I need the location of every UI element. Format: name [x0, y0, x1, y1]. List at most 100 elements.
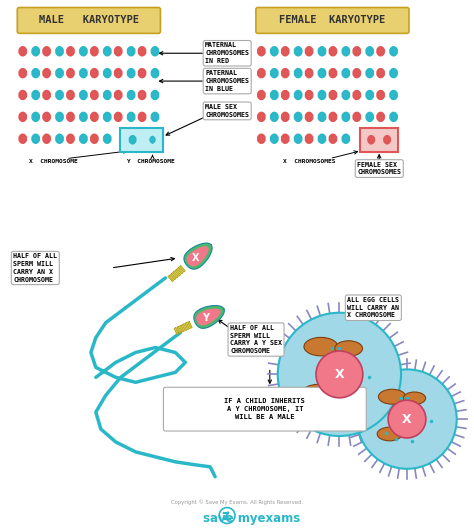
Ellipse shape	[18, 51, 24, 56]
Ellipse shape	[140, 50, 144, 53]
Ellipse shape	[137, 117, 143, 122]
Ellipse shape	[389, 90, 394, 95]
Ellipse shape	[308, 138, 313, 144]
Ellipse shape	[55, 134, 60, 139]
Ellipse shape	[21, 50, 25, 53]
Ellipse shape	[127, 68, 132, 74]
Ellipse shape	[284, 94, 290, 100]
Ellipse shape	[55, 90, 60, 95]
Ellipse shape	[380, 46, 385, 52]
Ellipse shape	[82, 115, 85, 119]
Text: X: X	[402, 412, 412, 426]
Ellipse shape	[321, 68, 327, 74]
Ellipse shape	[58, 72, 61, 75]
Ellipse shape	[137, 68, 143, 74]
Ellipse shape	[318, 112, 323, 117]
Ellipse shape	[380, 51, 385, 56]
Ellipse shape	[70, 51, 75, 56]
Ellipse shape	[308, 90, 313, 95]
Ellipse shape	[294, 94, 299, 100]
Ellipse shape	[297, 90, 302, 95]
Ellipse shape	[270, 46, 275, 52]
Ellipse shape	[107, 134, 112, 139]
Ellipse shape	[370, 138, 373, 142]
Ellipse shape	[393, 46, 398, 52]
Ellipse shape	[35, 112, 40, 117]
Ellipse shape	[31, 51, 36, 56]
Ellipse shape	[389, 112, 394, 117]
Ellipse shape	[69, 137, 72, 140]
Polygon shape	[182, 324, 187, 331]
Ellipse shape	[55, 112, 60, 117]
Ellipse shape	[46, 46, 51, 52]
Ellipse shape	[46, 73, 51, 78]
Ellipse shape	[305, 90, 310, 95]
Ellipse shape	[273, 72, 276, 75]
Ellipse shape	[332, 112, 337, 117]
Ellipse shape	[341, 51, 346, 56]
Ellipse shape	[273, 90, 279, 95]
Ellipse shape	[66, 134, 71, 139]
Ellipse shape	[70, 138, 75, 144]
Ellipse shape	[393, 73, 398, 78]
Ellipse shape	[392, 50, 395, 53]
Ellipse shape	[59, 90, 64, 95]
Ellipse shape	[389, 94, 394, 100]
Ellipse shape	[153, 50, 157, 53]
Ellipse shape	[66, 73, 71, 78]
Ellipse shape	[114, 94, 119, 100]
Ellipse shape	[304, 338, 338, 356]
Ellipse shape	[154, 90, 159, 95]
Ellipse shape	[355, 72, 358, 75]
Ellipse shape	[320, 93, 324, 96]
Ellipse shape	[302, 384, 333, 401]
Ellipse shape	[130, 73, 136, 78]
Ellipse shape	[356, 94, 361, 100]
Ellipse shape	[367, 139, 372, 145]
Ellipse shape	[42, 94, 47, 100]
Ellipse shape	[355, 115, 358, 119]
Ellipse shape	[137, 112, 143, 117]
Ellipse shape	[55, 51, 60, 56]
Ellipse shape	[365, 46, 371, 52]
Ellipse shape	[93, 68, 99, 74]
Ellipse shape	[297, 46, 302, 52]
Ellipse shape	[328, 112, 334, 117]
Ellipse shape	[261, 112, 266, 117]
Ellipse shape	[281, 117, 286, 122]
Ellipse shape	[305, 94, 310, 100]
Ellipse shape	[261, 138, 266, 144]
Ellipse shape	[92, 72, 96, 75]
Ellipse shape	[79, 73, 84, 78]
Ellipse shape	[66, 90, 71, 95]
Ellipse shape	[297, 51, 302, 56]
Ellipse shape	[31, 73, 36, 78]
Ellipse shape	[107, 90, 112, 95]
Ellipse shape	[261, 90, 266, 95]
Ellipse shape	[18, 112, 24, 117]
Ellipse shape	[66, 68, 71, 74]
Ellipse shape	[393, 51, 398, 56]
Ellipse shape	[70, 73, 75, 78]
Ellipse shape	[107, 73, 112, 78]
Ellipse shape	[352, 46, 357, 52]
Ellipse shape	[377, 427, 402, 441]
Ellipse shape	[151, 117, 156, 122]
Ellipse shape	[332, 90, 337, 95]
Ellipse shape	[82, 50, 85, 53]
Ellipse shape	[106, 115, 109, 119]
Ellipse shape	[307, 72, 311, 75]
Ellipse shape	[129, 115, 133, 119]
Ellipse shape	[153, 115, 157, 119]
Ellipse shape	[369, 112, 374, 117]
Ellipse shape	[129, 50, 133, 53]
Ellipse shape	[18, 68, 24, 74]
Ellipse shape	[118, 73, 123, 78]
Ellipse shape	[257, 134, 262, 139]
Ellipse shape	[46, 94, 51, 100]
Ellipse shape	[332, 94, 337, 100]
Ellipse shape	[379, 93, 383, 96]
Ellipse shape	[305, 117, 310, 122]
Ellipse shape	[257, 138, 262, 144]
Ellipse shape	[140, 93, 144, 96]
